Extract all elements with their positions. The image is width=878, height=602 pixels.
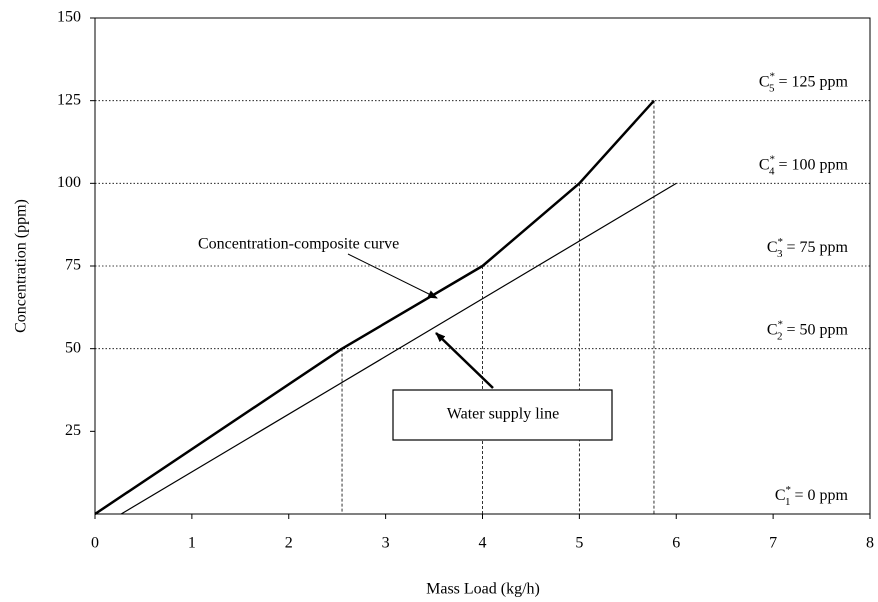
y-tick-label: 100 [57, 174, 81, 191]
x-tick-label: 2 [285, 535, 293, 552]
x-tick-label: 8 [866, 535, 874, 552]
level-sub: 5 [769, 82, 775, 94]
level-sub: 3 [777, 248, 783, 260]
level-sub: 4 [769, 165, 775, 177]
y-tick-label: 75 [65, 257, 81, 274]
level-base: C [775, 487, 786, 504]
y-tick-label: 25 [65, 422, 81, 439]
annotation-arrow [435, 332, 494, 389]
level-label: C* 2 = 50 ppm [767, 318, 849, 342]
level-sup: * [770, 70, 776, 82]
level-sup: * [786, 484, 792, 496]
y-tick-label: 50 [65, 339, 81, 356]
x-tick-label: 1 [188, 535, 196, 552]
x-axis-title: Mass Load (kg/h) [426, 581, 540, 598]
level-base: C [767, 321, 778, 338]
level-label: C* 4 = 100 ppm [759, 153, 849, 177]
x-tick-label: 3 [382, 535, 390, 552]
level-sub: 1 [785, 496, 791, 508]
x-tick-label: 7 [769, 535, 777, 552]
level-sub: 2 [777, 330, 783, 342]
x-tick-label: 5 [575, 535, 583, 552]
series-line [94, 99, 655, 516]
level-rest: = 125 ppm [775, 73, 849, 90]
level-label: C* 5 = 125 ppm [759, 70, 849, 94]
level-label: C* 1 = 0 ppm [775, 484, 849, 508]
x-tick-label: 0 [91, 535, 99, 552]
level-rest: = 75 ppm [783, 239, 849, 256]
level-sup: * [778, 236, 784, 248]
y-tick-label: 125 [57, 91, 81, 108]
y-tick-label: 150 [57, 9, 81, 26]
series-label: Concentration-composite curve [198, 236, 399, 253]
level-sup: * [778, 318, 784, 330]
level-rest: = 0 ppm [791, 487, 849, 504]
level-base: C [767, 239, 778, 256]
series-label: Water supply line [447, 406, 559, 423]
series-line [120, 182, 677, 515]
level-label: C* 3 = 75 ppm [767, 236, 849, 260]
label-box [392, 389, 613, 441]
level-sup: * [770, 153, 776, 165]
level-rest: = 50 ppm [783, 321, 849, 338]
x-tick-label: 6 [672, 535, 680, 552]
x-tick-label: 4 [479, 535, 487, 552]
annotation-arrow [347, 253, 438, 299]
level-base: C [759, 156, 770, 173]
y-axis-title: Concentration (ppm) [13, 199, 30, 333]
level-rest: = 100 ppm [775, 156, 849, 173]
level-base: C [759, 73, 770, 90]
